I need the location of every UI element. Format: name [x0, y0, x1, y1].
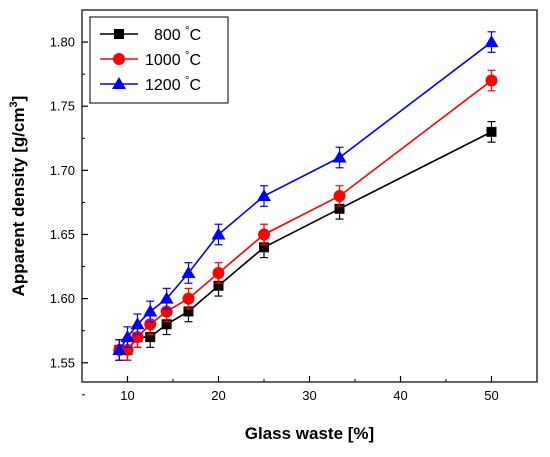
legend-item: 800 °C: [100, 25, 201, 44]
legend-item: 1000 °C: [100, 50, 201, 69]
legend-label-unit: C: [189, 77, 201, 94]
data-point: [212, 266, 225, 279]
data-point: [130, 317, 145, 330]
data-point: [485, 74, 498, 87]
data-point: [182, 292, 195, 305]
legend-label-degree: °: [185, 75, 189, 87]
legend-label-degree: °: [185, 50, 189, 62]
series-1000: [113, 69, 498, 361]
y-tick-label: 1.75: [50, 99, 75, 114]
x-axis-title: Glass waste [%]: [245, 424, 374, 443]
x-axis: 10 20 30 40 50: [81, 376, 538, 403]
y-axis: 1.55 1.60 1.65 1.70 1.75 1.80: [50, 35, 88, 396]
legend-marker: [112, 77, 126, 89]
x-tick-label: 10: [120, 388, 134, 403]
legend-item: 1200 °C: [100, 75, 201, 94]
legend-label-unit: C: [190, 27, 202, 44]
y-axis-title-end: ]: [9, 96, 28, 102]
data-point: [257, 189, 271, 201]
series-line: [118, 41, 492, 351]
data-point: [213, 280, 224, 291]
data-point: [334, 203, 345, 214]
legend-marker: [114, 29, 124, 39]
legend-label: 800 °C: [154, 25, 201, 44]
legend-label: 1200 °C: [145, 75, 201, 94]
data-point: [258, 228, 270, 241]
data-point: [161, 319, 172, 330]
series-line: [119, 79, 492, 351]
data-point: [484, 35, 499, 48]
x-tick-label: 40: [393, 388, 407, 403]
y-tick-label: 1.60: [50, 291, 75, 306]
legend-label-value: 1000: [145, 52, 181, 69]
data-point: [120, 330, 135, 343]
y-axis-title: Apparent density [g/cm3]: [8, 96, 28, 297]
x-tick-label: 20: [211, 388, 225, 403]
legend-label-degree: °: [185, 25, 189, 37]
y-axis-title-sup: 3: [8, 101, 20, 107]
y-tick-label: 1.80: [50, 35, 75, 50]
series-layer: [112, 31, 499, 361]
data-point: [181, 265, 196, 278]
data-point: [159, 291, 174, 304]
data-point: [332, 150, 347, 163]
y-tick-label: 1.70: [50, 163, 75, 178]
x-tick-label: 50: [484, 388, 498, 403]
legend-label-value: 800: [154, 27, 181, 44]
y-tick-label: 1.65: [50, 227, 75, 242]
data-point: [486, 126, 497, 137]
series-1200: [112, 31, 499, 361]
x-tick-label: 30: [302, 388, 316, 403]
legend-label-unit: C: [189, 52, 201, 69]
legend-label-value: 1200: [145, 77, 181, 94]
legend-marker: [113, 53, 125, 65]
data-point: [112, 342, 127, 355]
legend-label: 1000 °C: [145, 50, 201, 69]
data-point: [259, 242, 269, 253]
data-point: [211, 227, 226, 240]
data-point: [143, 304, 158, 317]
y-axis-title-main: Apparent density [g/cm: [9, 107, 28, 296]
y-tick-label: 1.55: [50, 355, 75, 370]
data-point: [145, 332, 156, 343]
data-point: [333, 190, 346, 202]
series-800: [114, 120, 497, 361]
series-line: [119, 131, 492, 351]
data-point: [183, 306, 194, 317]
